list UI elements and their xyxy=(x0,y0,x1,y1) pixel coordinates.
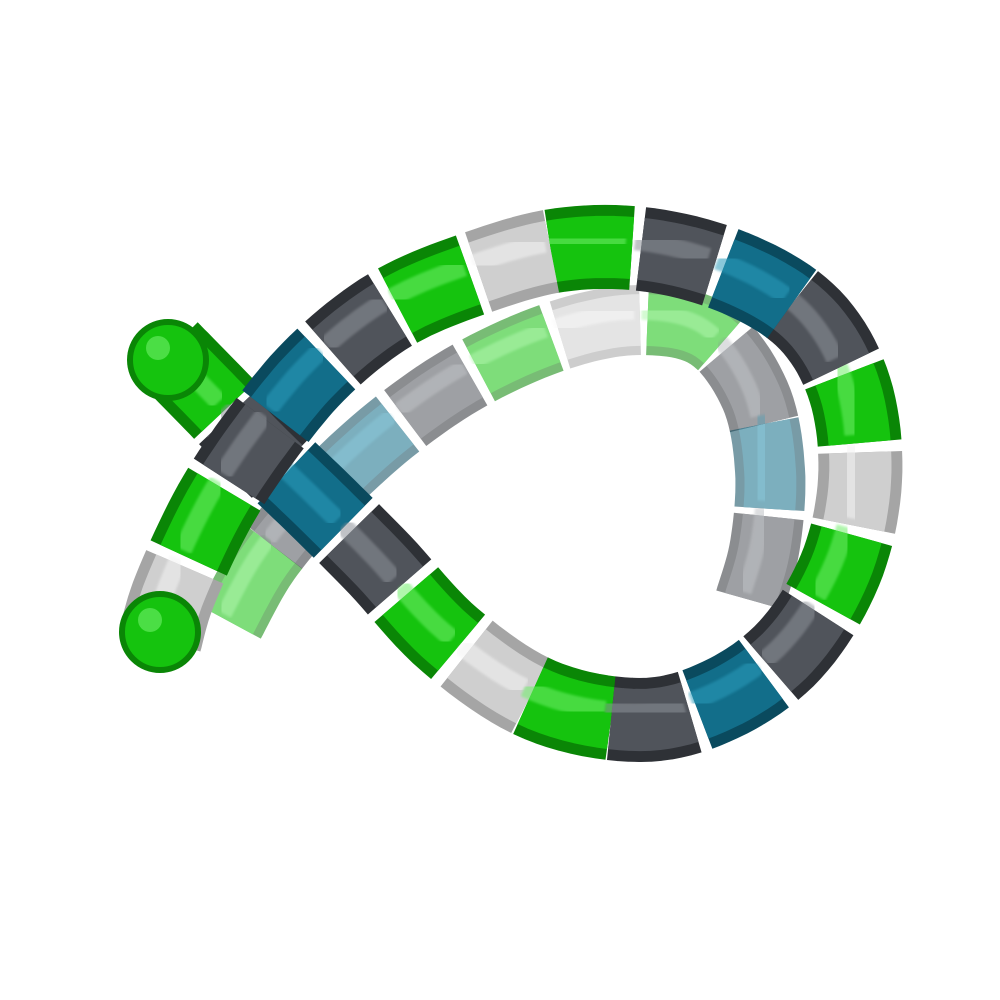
tube-end-cap-upper xyxy=(127,319,209,401)
front-strand-segment-teal xyxy=(249,436,380,564)
front-strand-segment-gray xyxy=(192,388,307,516)
front-strand-segment-gray xyxy=(579,671,724,762)
front-strand-segment-green xyxy=(498,657,643,760)
front-strand-segment-green xyxy=(785,501,893,638)
back-strand-segment-green xyxy=(452,305,578,402)
tube-front-strand xyxy=(118,204,903,762)
tube-end-cap-lower-highlight xyxy=(138,608,162,632)
tube-end-cap-upper-highlight xyxy=(146,336,170,360)
front-strand-segment-green xyxy=(363,235,504,344)
tube-end-cap-lower xyxy=(119,591,201,673)
front-strand-segment-white xyxy=(433,618,563,734)
front-strand-segment-teal xyxy=(663,636,799,749)
front-strand-segment-teal xyxy=(238,323,362,452)
front-strand-segment-gray xyxy=(756,267,880,402)
front-strand-segment-teal xyxy=(689,229,828,342)
front-strand-segment-white xyxy=(812,419,903,559)
front-strand-segment-green xyxy=(371,560,492,682)
back-strand-segment-teal xyxy=(729,396,806,536)
front-strand-segment-green xyxy=(150,455,262,592)
front-strand-segment-gray xyxy=(608,207,748,306)
back-strand-segment-gray xyxy=(715,489,804,632)
back-strand-segment-gray xyxy=(377,344,497,448)
front-strand-segment-gray xyxy=(313,497,435,622)
back-strand-segment-white xyxy=(533,285,668,369)
back-strand-segment-green xyxy=(197,518,305,654)
front-strand-segment-gray xyxy=(735,578,855,705)
front-strand-segment-green xyxy=(518,204,665,293)
front-strand-segment-green xyxy=(805,340,902,476)
front-strand-segment-gray xyxy=(297,272,425,390)
front-strand-segment-white xyxy=(445,210,584,312)
back-strand-segment-gray xyxy=(696,320,799,452)
tube-back-strand xyxy=(197,285,806,654)
back-strand-segment-teal xyxy=(311,395,425,504)
back-strand-segment-green xyxy=(620,285,751,375)
